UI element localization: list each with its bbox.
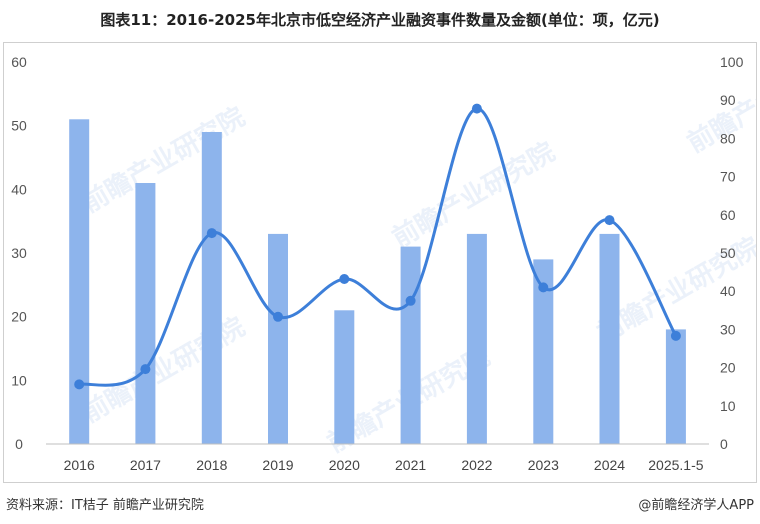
line-point-2016 xyxy=(74,379,85,390)
bar-series xyxy=(69,119,686,445)
line-point-2020 xyxy=(339,274,350,284)
watermark-text: 前瞻产业研究院 xyxy=(682,43,756,159)
line-point-2022 xyxy=(471,103,482,114)
bar-2016 xyxy=(69,119,90,445)
combo-chart: 前瞻产业研究院前瞻产业研究院前瞻产业研究院前瞻产业研究院前瞻产业研究院前瞻产业研… xyxy=(11,43,756,473)
bar-2017 xyxy=(135,183,156,444)
right-tick-label: 90 xyxy=(720,92,736,108)
line-point-2017 xyxy=(140,364,151,375)
bar-2018 xyxy=(201,132,222,444)
source-note: 资料来源：IT桔子 前瞻产业研究院 xyxy=(6,498,204,513)
x-tick-label: 2024 xyxy=(594,457,625,473)
x-tick-label: 2022 xyxy=(461,457,492,473)
x-tick-label: 2021 xyxy=(395,457,426,473)
right-tick-label: 10 xyxy=(720,398,736,414)
left-tick-label: 20 xyxy=(11,309,27,325)
x-axis: 2016 2017 2018 2019 2020 2021 2022 2023 2024 2025… xyxy=(64,457,704,473)
right-tick-label: 60 xyxy=(720,207,736,223)
chart-title: 图表11：2016-2025年北京市低空经济产业融资事件数量及金额(单位：项，亿… xyxy=(100,11,660,29)
line-point-2023 xyxy=(538,282,549,293)
left-tick-label: 10 xyxy=(11,372,27,388)
right-tick-label: 40 xyxy=(720,283,736,299)
right-tick-label: 0 xyxy=(720,436,728,452)
line-point-2025.1-5 xyxy=(670,330,681,341)
left-tick-label: 40 xyxy=(11,181,27,197)
footer: 资料来源：IT桔子 前瞻产业研究院 @前瞻经济学人APP xyxy=(0,490,760,518)
x-tick-label: 2020 xyxy=(329,457,360,473)
x-tick-label: 2018 xyxy=(196,457,227,473)
right-axis: 0 10 20 30 40 50 60 70 80 90 100 xyxy=(720,54,744,452)
bar-2022 xyxy=(466,233,487,444)
x-tick-label: 2025.1-5 xyxy=(648,457,703,473)
right-tick-label: 50 xyxy=(720,245,736,261)
line-point-2024 xyxy=(604,215,615,226)
line-point-2019 xyxy=(273,311,283,322)
right-tick-label: 80 xyxy=(720,130,736,146)
right-tick-label: 70 xyxy=(720,169,736,185)
chart-frame: 前瞻产业研究院前瞻产业研究院前瞻产业研究院前瞻产业研究院前瞻产业研究院前瞻产业研… xyxy=(3,42,757,483)
line-point-2018 xyxy=(206,228,217,239)
bar-2019 xyxy=(268,233,288,444)
line-points xyxy=(74,103,681,390)
left-tick-label: 60 xyxy=(11,54,27,70)
bar-2020 xyxy=(334,310,355,444)
watermark-text: 前瞻产业研究院 xyxy=(77,311,250,429)
bar-2024 xyxy=(599,233,620,444)
right-tick-label: 100 xyxy=(720,54,744,70)
right-tick-label: 20 xyxy=(720,360,736,376)
x-tick-label: 2023 xyxy=(528,457,559,473)
line-point-2021 xyxy=(405,295,416,306)
watermark-text: 前瞻产业研究院 xyxy=(77,101,250,219)
x-tick-label: 2019 xyxy=(262,457,293,473)
x-tick-label: 2017 xyxy=(130,457,161,473)
x-tick-label: 2016 xyxy=(64,457,95,473)
left-tick-label: 0 xyxy=(15,436,23,452)
left-tick-label: 50 xyxy=(11,118,27,134)
bar-2023 xyxy=(533,259,554,444)
right-tick-label: 30 xyxy=(720,321,736,337)
bar-2021 xyxy=(400,246,421,444)
brand-label: @前瞻经济学人APP xyxy=(638,498,754,513)
left-axis: 0 10 20 30 40 50 60 xyxy=(11,54,27,452)
left-tick-label: 30 xyxy=(11,245,27,261)
bar-2025.1-5 xyxy=(665,329,686,444)
